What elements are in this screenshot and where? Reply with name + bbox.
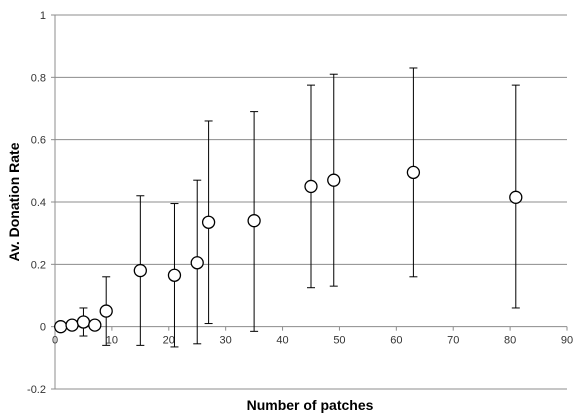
y-tick-label: 0 [40, 322, 46, 334]
x-tick-label: 0 [52, 335, 58, 347]
x-tick-label: 30 [220, 335, 232, 347]
data-point [201, 215, 216, 229]
data-point [509, 190, 523, 204]
data-point [327, 173, 341, 187]
data-point [99, 304, 113, 318]
data-point [65, 318, 79, 332]
y-tick-label: 0.8 [31, 72, 46, 84]
x-tick-label: 60 [390, 335, 402, 347]
data-point [167, 268, 182, 282]
x-tick-label: 20 [163, 335, 175, 347]
x-tick-label: 50 [333, 335, 345, 347]
x-tick-label: 90 [561, 335, 573, 347]
y-tick-label: 0.6 [31, 135, 46, 147]
data-point [76, 315, 91, 329]
data-point [247, 214, 261, 228]
data-point [304, 179, 318, 194]
data-point [54, 320, 68, 334]
data-point [88, 318, 102, 332]
x-tick-label: 10 [106, 335, 118, 347]
tick-labels: -0.200.20.40.60.810 10 20 30 40 50 60 70 80 90 [27, 10, 573, 396]
data-point [133, 263, 147, 278]
x-tick-label: 70 [447, 335, 459, 347]
data-point [406, 165, 421, 180]
error-bars [68, 67, 520, 348]
y-tick-label: -0.2 [27, 384, 46, 396]
data-points [54, 165, 523, 334]
y-axis-title: Av. Donation Rate [6, 142, 22, 261]
y-tick-label: 0.2 [31, 259, 46, 271]
x-tick-label: 80 [504, 335, 516, 347]
x-axis-title: Number of patches [247, 397, 374, 413]
y-tick-label: 1 [40, 10, 46, 22]
x-tick-label: 40 [276, 335, 288, 347]
y-tick-label: 0.4 [31, 197, 46, 209]
data-point [190, 256, 204, 270]
